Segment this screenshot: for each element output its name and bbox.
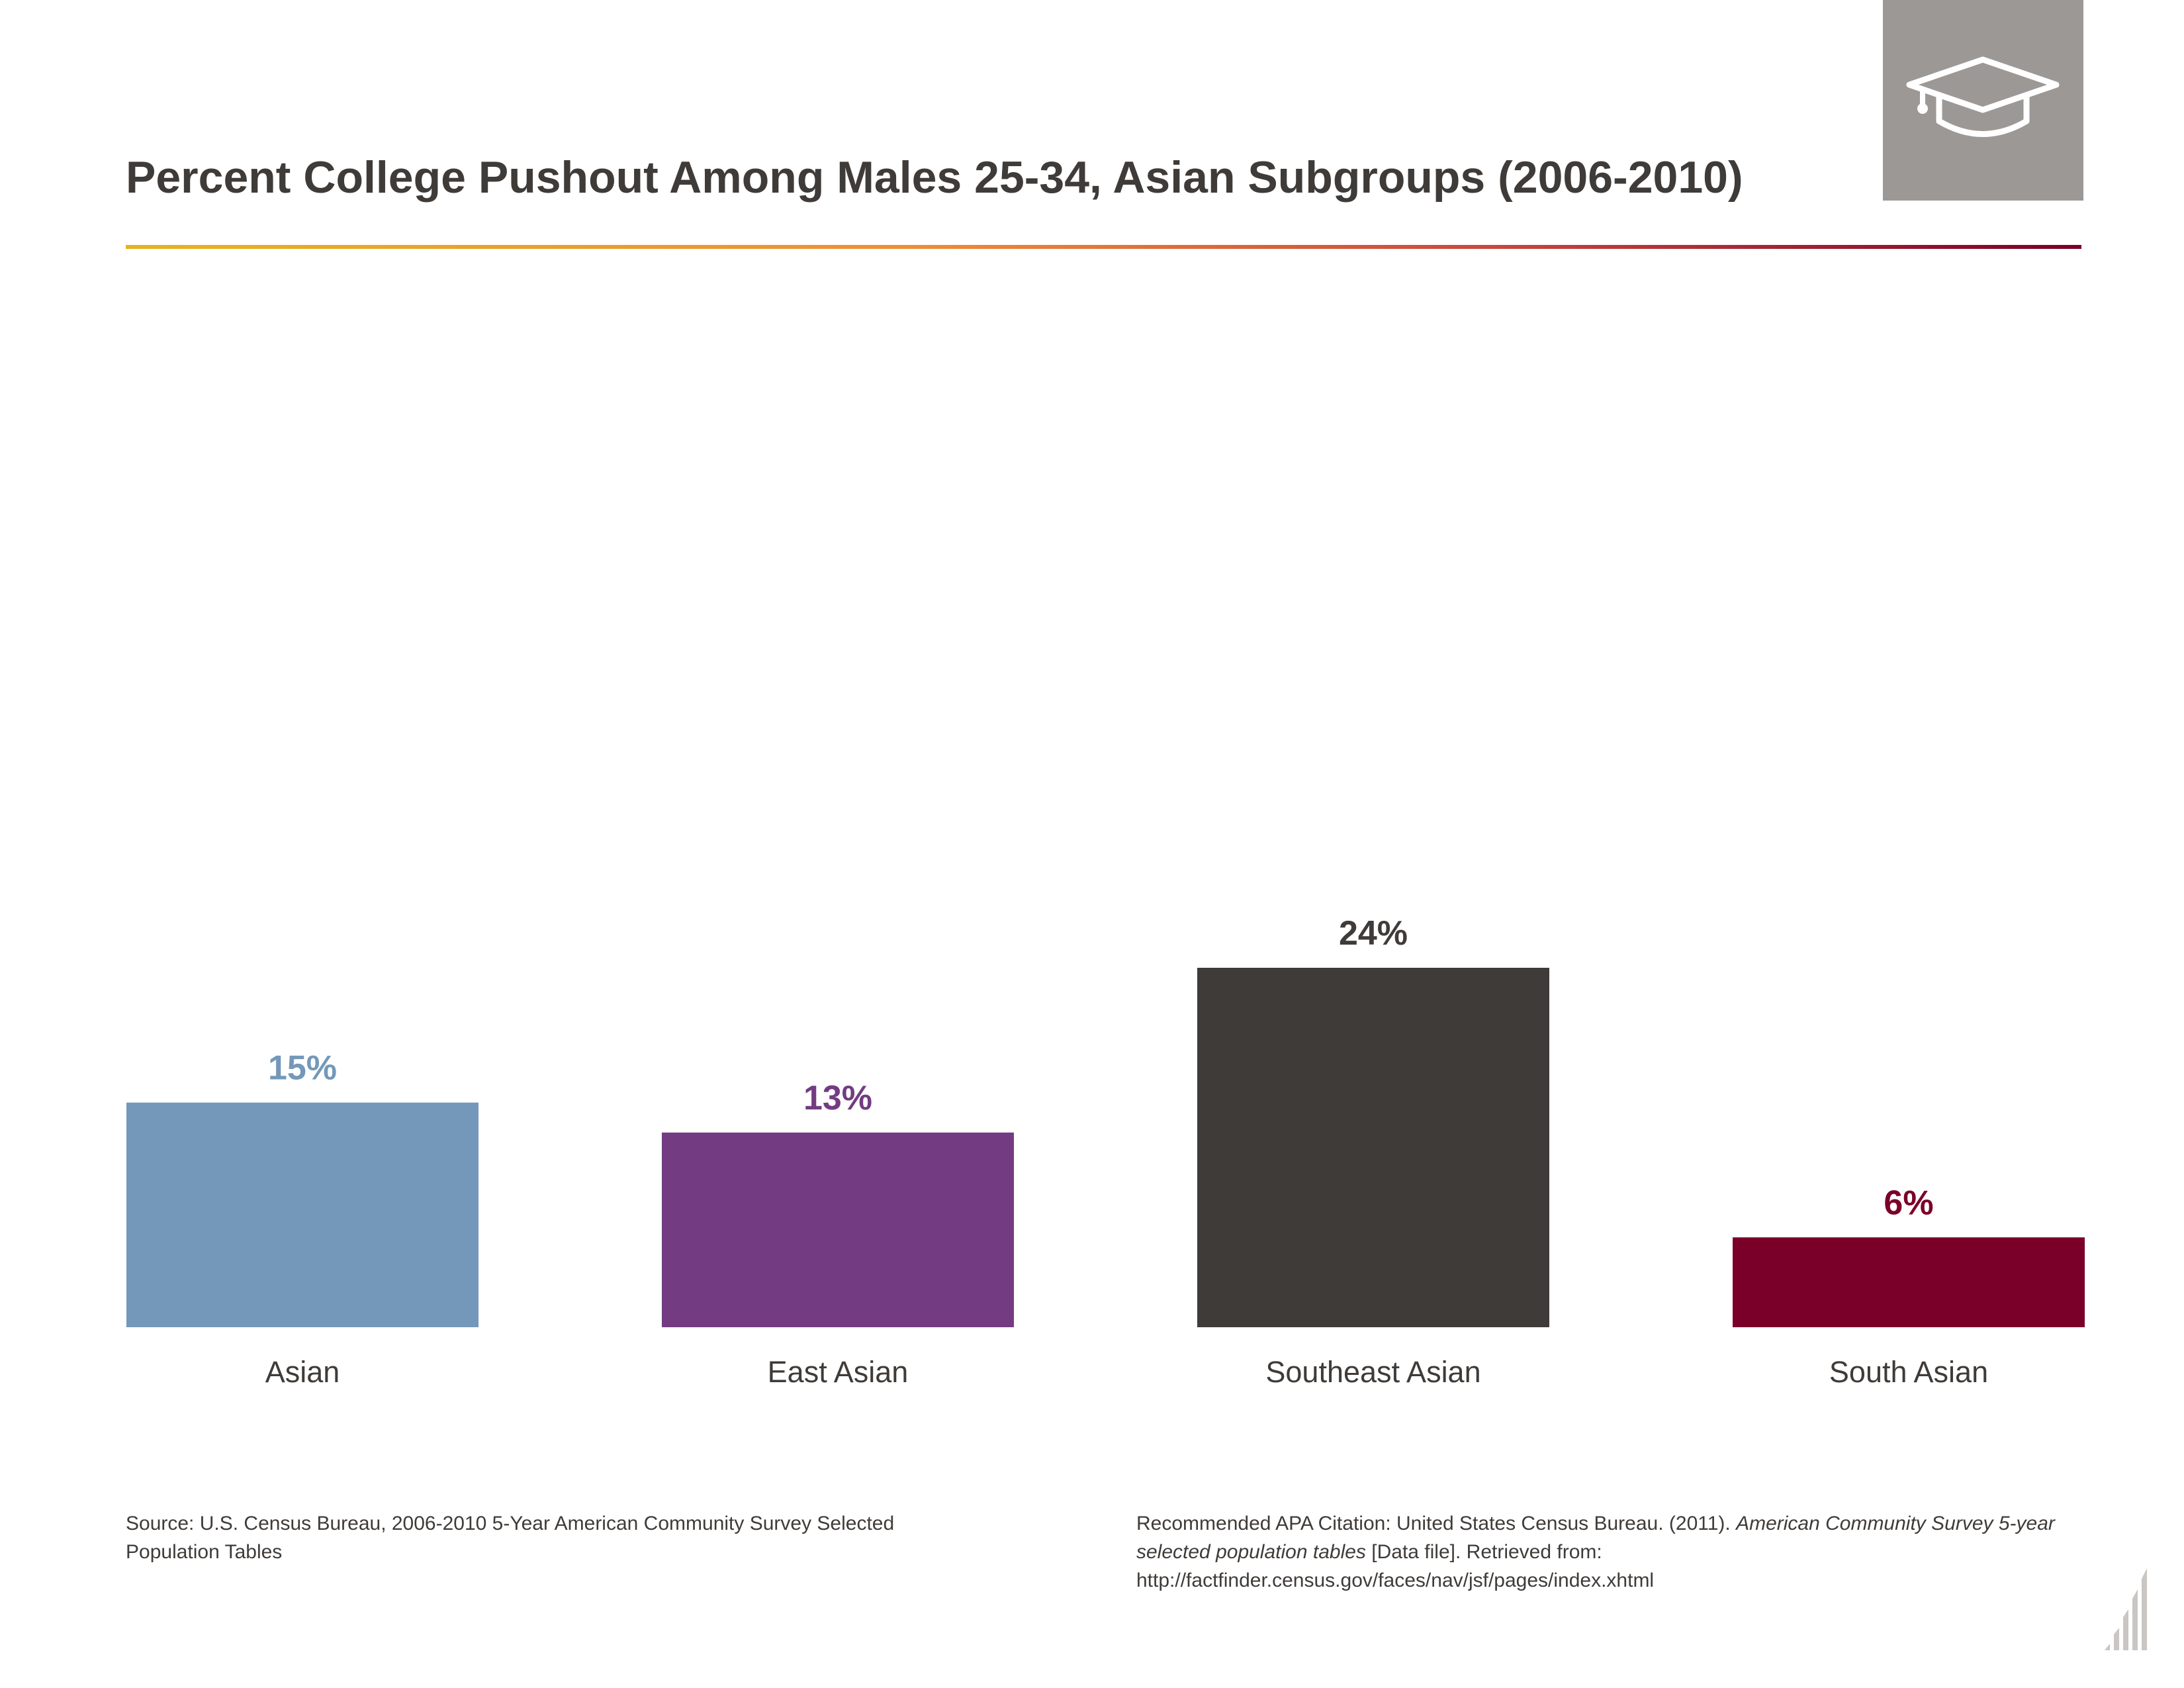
citation-prefix: Recommended APA Citation: United States … [1136, 1513, 1737, 1534]
category-label: East Asian [768, 1355, 909, 1389]
value-label: 13% [803, 1079, 872, 1117]
value-label: 15% [268, 1049, 337, 1088]
category-label: Southeast Asian [1265, 1355, 1480, 1389]
value-label: 6% [1884, 1184, 1933, 1222]
value-label: 24% [1339, 914, 1408, 953]
bar-east-asian [662, 1132, 1014, 1327]
bar-chart-icon [2105, 1568, 2147, 1650]
bar-asian [126, 1102, 478, 1327]
title-divider [126, 245, 2081, 249]
bar-chart: 15% Asian 13% East Asian 24% Southeast Asian 6… [126, 914, 2085, 1389]
category-label: South Asian [1829, 1355, 1988, 1389]
citation-suffix: [Data file]. Retrieved from: http://fact… [1136, 1541, 1655, 1591]
citation-title: American Community Survey 5-year selecte… [1136, 1513, 2055, 1563]
bar-southeast-asian [1197, 968, 1549, 1327]
bar-south-asian [1733, 1237, 2085, 1327]
graduation-cap-icon [1906, 56, 2060, 137]
graduation-badge [1883, 0, 2083, 201]
chart-title: Percent College Pushout Among Males 25-3… [126, 152, 1743, 203]
citation-note: Recommended APA Citation: United States … [1136, 1509, 2076, 1595]
category-label: Asian [265, 1355, 340, 1389]
source-note: Source: U.S. Census Bureau, 2006-2010 5-… [126, 1513, 895, 1563]
